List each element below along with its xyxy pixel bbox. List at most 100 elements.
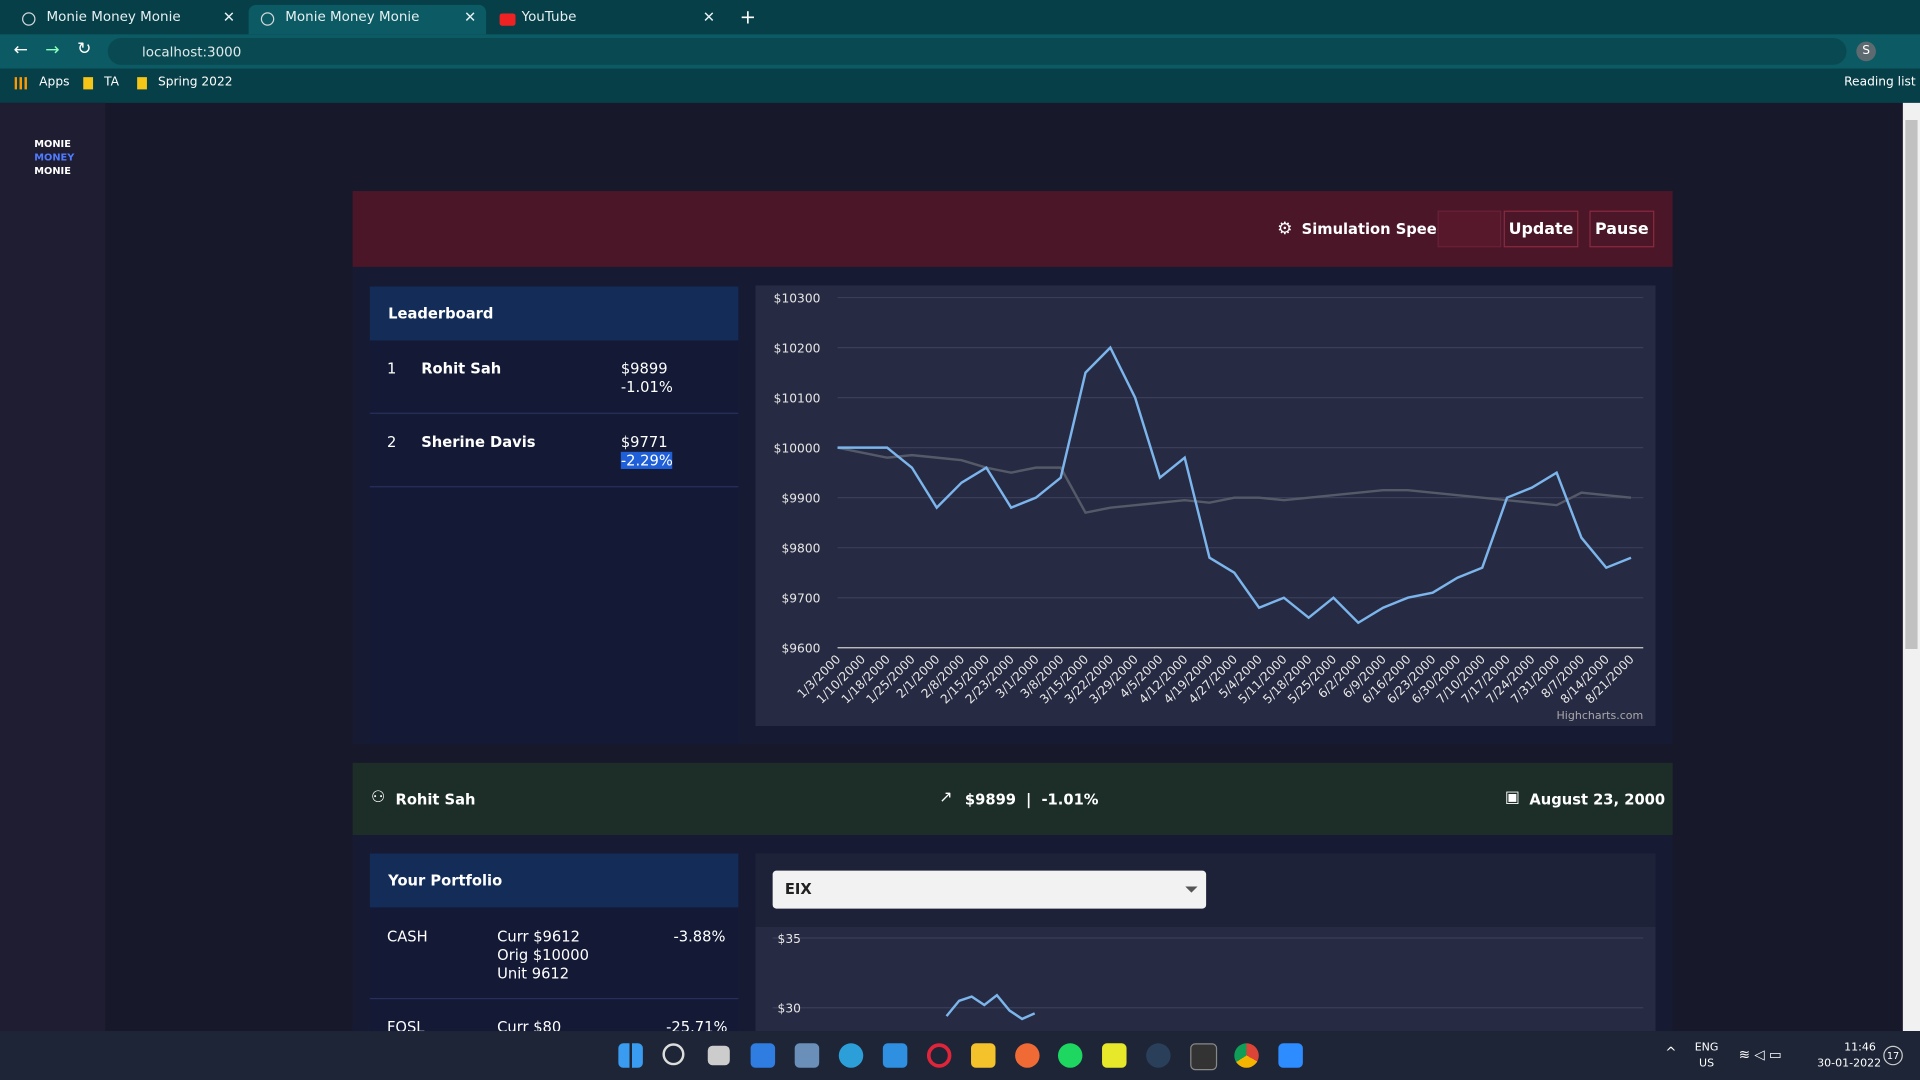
stock-chart: $35 $30 (755, 926, 1656, 1032)
player-value: $9899 (620, 360, 668, 378)
pause-button[interactable]: Pause (1589, 210, 1655, 248)
y-tick-label: $9600 (781, 642, 820, 656)
reload[interactable]: ↻ (77, 39, 92, 59)
y-tick-label: $10000 (774, 442, 821, 456)
leaderboard-title: Leaderboard (369, 286, 739, 341)
y-tick-label: $30 (778, 1002, 801, 1016)
spotify[interactable] (1057, 1043, 1083, 1068)
user-name: Rohit Sah (395, 791, 476, 809)
symbol: CASH (386, 928, 428, 946)
folder-icon (137, 77, 147, 90)
close[interactable]: ✕ (702, 8, 716, 26)
sidebar (0, 102, 106, 1032)
tab[interactable]: YouTube ✕ (490, 5, 725, 34)
leaderboard (369, 286, 739, 745)
address-bar[interactable] (107, 37, 1847, 65)
status-bar (352, 762, 1673, 836)
tab[interactable]: Monie Money Monie ✕ (10, 5, 245, 34)
y-tick-label: $35 (778, 932, 801, 946)
forward[interactable]: → (45, 40, 60, 61)
folder-icon (83, 77, 94, 90)
stock-line (945, 993, 1036, 1021)
terminal[interactable] (1190, 1043, 1218, 1071)
y-tick-label: $9800 (781, 542, 820, 556)
bookmark[interactable]: Apps (39, 75, 70, 90)
total-value: $9899 (964, 791, 1017, 809)
zoom[interactable] (1278, 1043, 1303, 1068)
clock[interactable]: 11:46 30-01-2022 (1817, 1041, 1882, 1073)
portfolio-title: Your Portfolio (369, 853, 739, 908)
start[interactable] (618, 1043, 643, 1068)
widgets[interactable] (750, 1043, 776, 1068)
app-icon[interactable] (1015, 1043, 1040, 1068)
app-icon[interactable] (794, 1043, 820, 1068)
tray-icons[interactable]: ≋ ◁ ▭ (1738, 1046, 1782, 1063)
separator: | (1026, 791, 1032, 809)
y-tick-label: $9700 (781, 592, 820, 606)
series-line (837, 345, 1632, 625)
back[interactable]: ← (13, 40, 28, 61)
calendar-icon: ▣ (1504, 788, 1520, 807)
edge[interactable] (838, 1043, 864, 1068)
divider (369, 997, 739, 1000)
speed-input[interactable] (1437, 210, 1502, 248)
player-name: Sherine Davis (421, 433, 536, 451)
speed-label: Simulation Speed (1301, 220, 1448, 238)
logo-line: MONEY (34, 151, 75, 163)
y-tick-label: $10300 (774, 291, 821, 305)
player-name: Rohit Sah (421, 360, 502, 378)
stock-select[interactable] (772, 870, 1207, 909)
logo: MONIE MONEY MONIE (34, 137, 74, 177)
date: 30-01-2022 (1817, 1057, 1882, 1071)
apps-icon (14, 77, 27, 90)
bookmark[interactable]: TA (104, 75, 120, 90)
new-tab[interactable]: + (739, 4, 757, 29)
bookmark[interactable]: Spring 2022 (157, 75, 233, 90)
notification-badge[interactable]: 17 (1883, 1045, 1903, 1066)
holding-details: Curr $9612 Orig $10000 Unit 9612 (497, 928, 589, 983)
profile[interactable]: S (1856, 41, 1876, 62)
rank: 1 (386, 360, 397, 378)
close[interactable]: ✕ (222, 8, 236, 26)
divider (369, 412, 739, 414)
lang: ENG (1694, 1042, 1719, 1055)
y-tick-label: $10100 (774, 392, 821, 406)
chrome[interactable] (1234, 1043, 1259, 1068)
detail: Curr $9612 (497, 928, 580, 946)
y-tick-label: $10200 (774, 341, 821, 355)
taskbar (0, 1031, 1920, 1080)
language[interactable]: ENG US (1695, 1041, 1719, 1073)
pycharm[interactable] (1102, 1043, 1127, 1068)
selected-stock: EIX (784, 880, 812, 898)
y-tick-label: $9900 (781, 492, 820, 506)
chart-icon: ↗ (939, 788, 953, 807)
divider (369, 486, 739, 488)
chart-credit: Highcharts.com (1557, 709, 1644, 722)
opera[interactable] (926, 1043, 952, 1068)
tab-title: YouTube (521, 8, 577, 25)
gear-icon: ⚙ (1277, 219, 1293, 239)
close[interactable]: ✕ (464, 8, 477, 26)
dropdown-arrow (1185, 886, 1198, 893)
chart-background (755, 285, 1656, 727)
series-line (837, 446, 1632, 515)
task-view[interactable] (707, 1045, 730, 1066)
reading-list[interactable]: Reading list (1844, 75, 1916, 90)
performance-chart: $9600 $9700 $9800 $9900 $10000 $10100 $10200 $1… (755, 285, 1656, 727)
scroll-thumb[interactable] (1905, 120, 1918, 649)
tab-active[interactable]: Monie Money Monie ✕ (248, 4, 487, 35)
total-change: -1.01% (1041, 791, 1099, 809)
player-change: -1.01% (620, 378, 673, 396)
chart-background (755, 926, 1656, 1032)
explorer[interactable] (971, 1043, 996, 1068)
tray-arrow[interactable]: ^ (1665, 1044, 1677, 1061)
mail[interactable] (882, 1043, 908, 1068)
detail: Unit 9612 (497, 964, 570, 983)
player-value: $9771 (620, 433, 668, 451)
update-button[interactable]: Update (1503, 210, 1579, 248)
rank: 2 (386, 433, 397, 451)
steam[interactable] (1146, 1043, 1171, 1068)
tab-title: Monie Money Monie (285, 8, 420, 25)
user-icon: ⚇ (371, 788, 386, 807)
search[interactable] (662, 1043, 685, 1066)
